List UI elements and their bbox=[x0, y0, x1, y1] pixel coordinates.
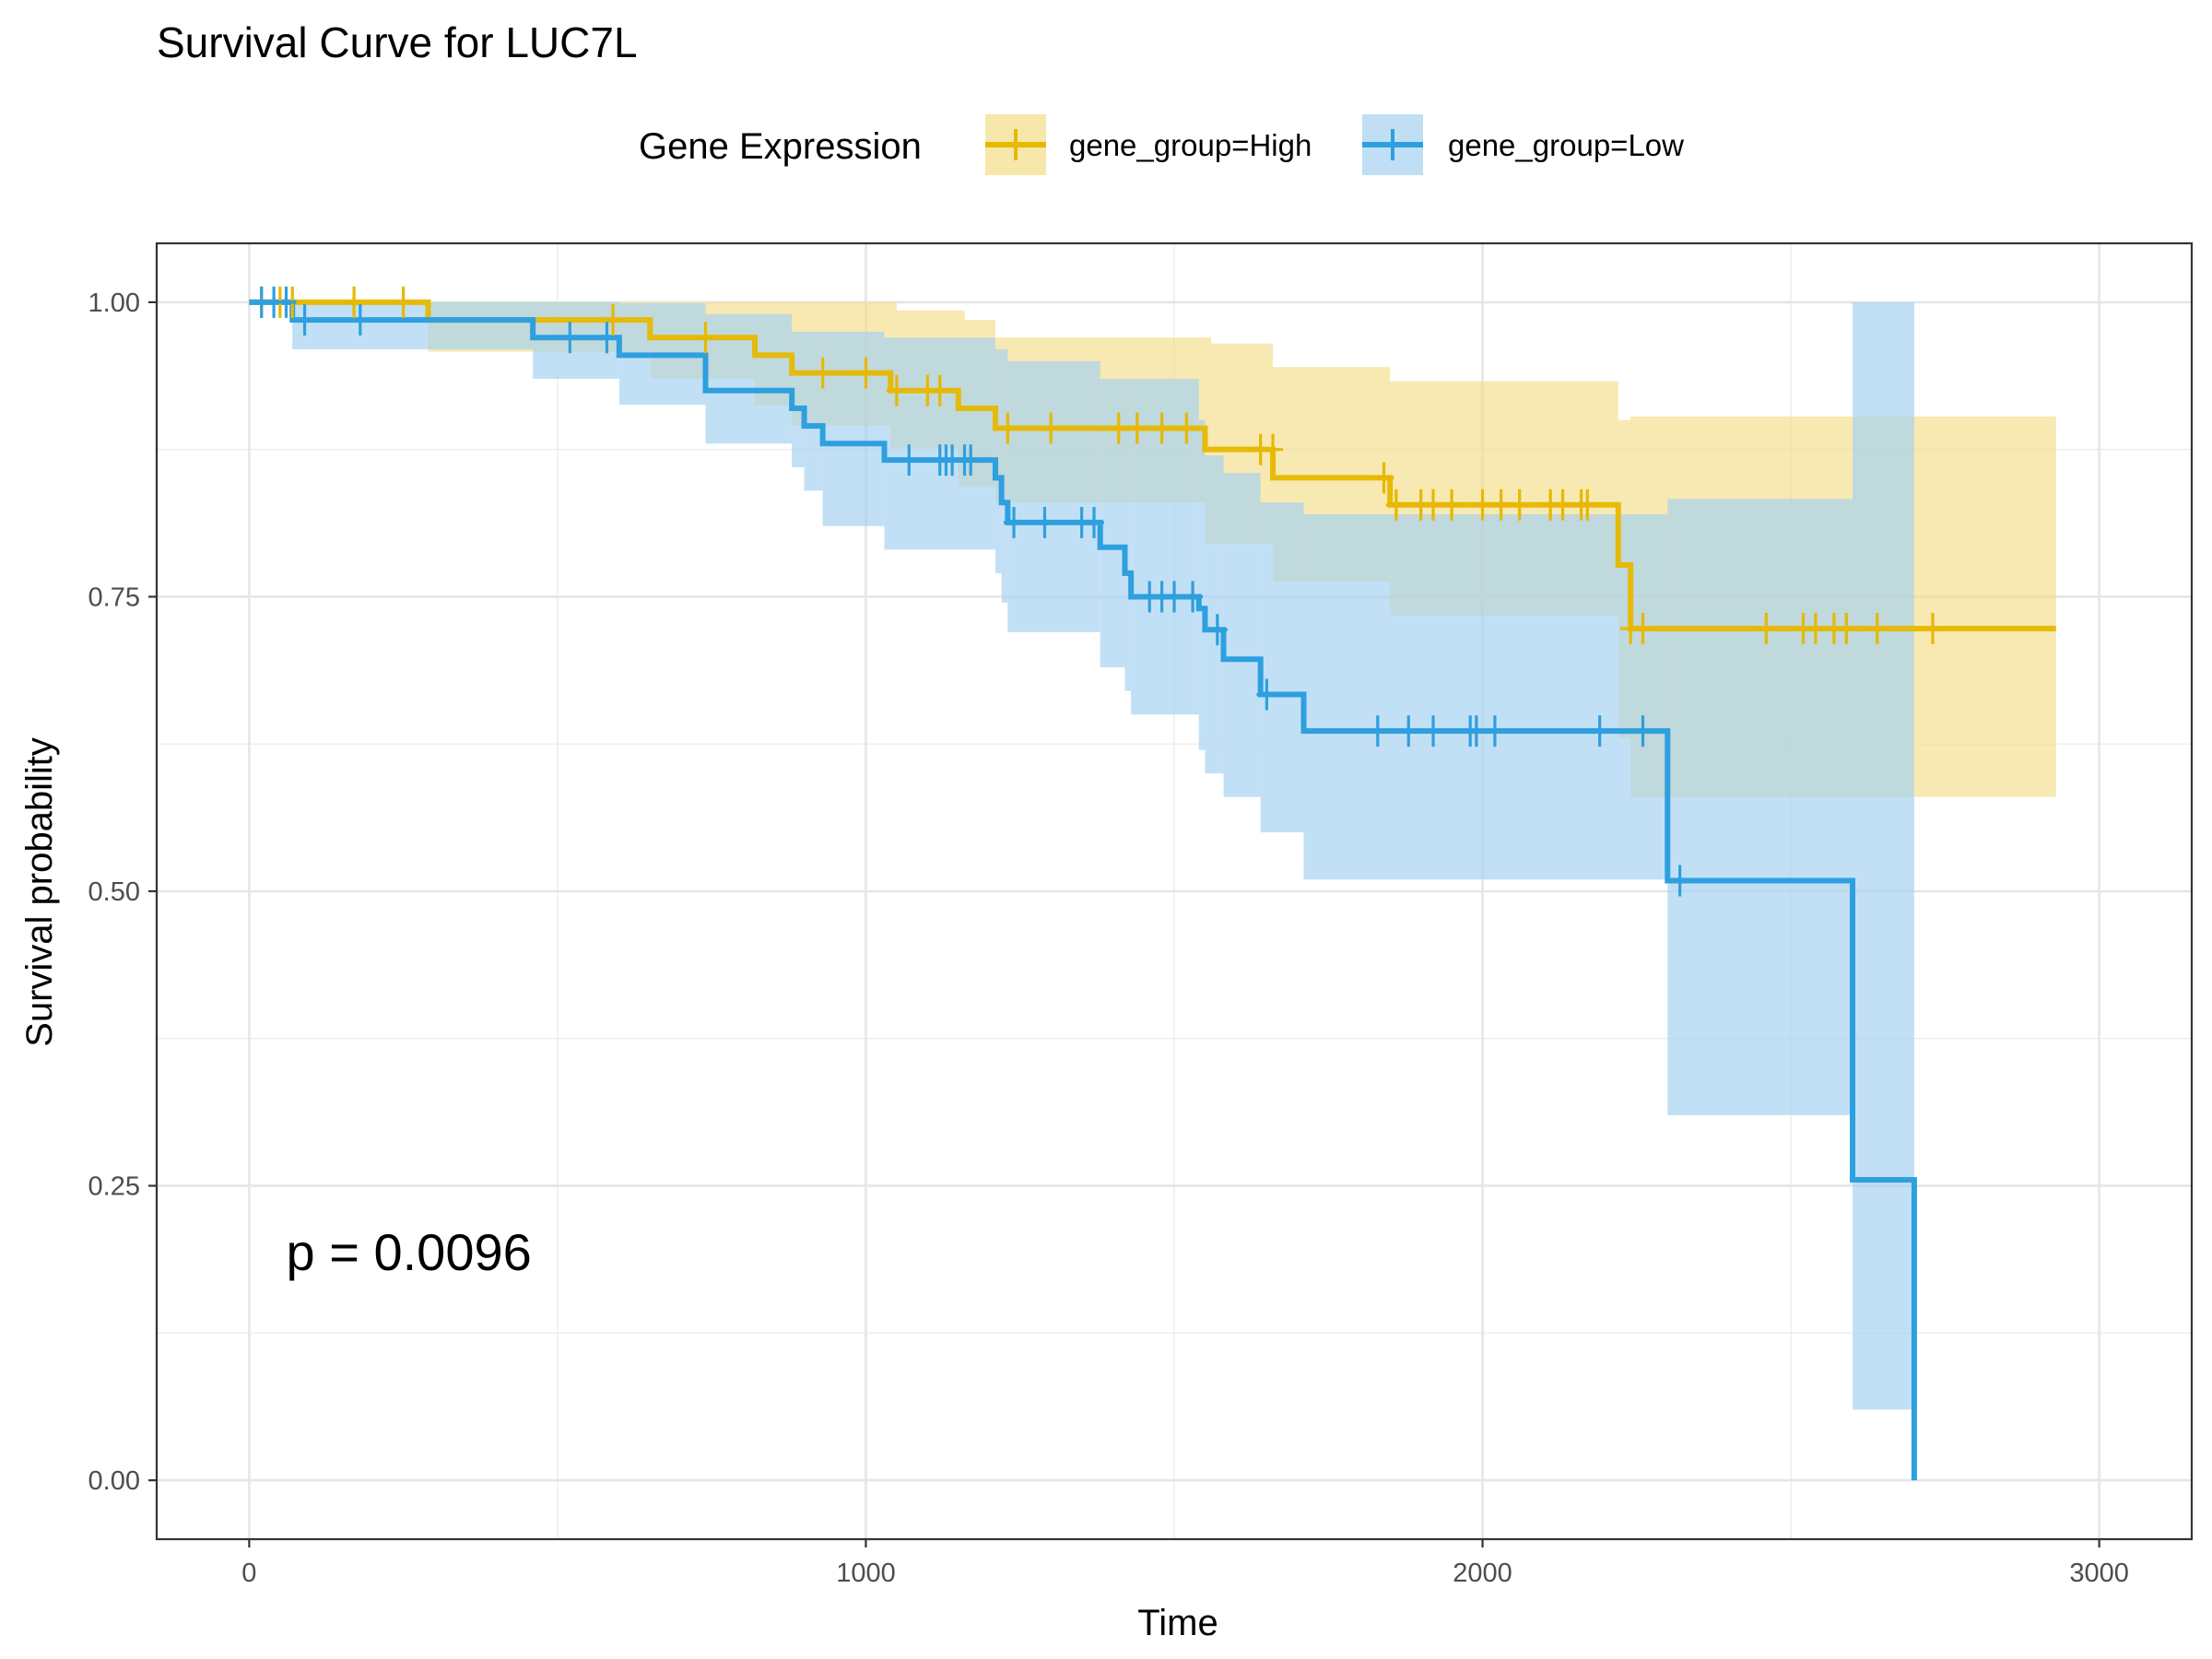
confidence-band-segment bbox=[885, 337, 995, 549]
y-tick-label: 0.25 bbox=[88, 1172, 140, 1202]
legend-label-high: gene_group=High bbox=[1069, 128, 1312, 162]
confidence-band-segment bbox=[1304, 514, 1668, 879]
confidence-band-segment bbox=[823, 332, 885, 526]
chart-title: Survival Curve for LUC7L bbox=[157, 18, 638, 66]
x-tick-label: 3000 bbox=[2069, 1559, 2129, 1588]
y-tick-label: 1.00 bbox=[88, 288, 140, 318]
y-tick-label: 0.00 bbox=[88, 1466, 140, 1496]
confidence-band-segment bbox=[1205, 455, 1223, 773]
x-axis-title: Time bbox=[1137, 1603, 1218, 1643]
confidence-band-segment bbox=[1667, 499, 1853, 1114]
confidence-band-segment bbox=[805, 332, 823, 491]
x-tick-label: 0 bbox=[241, 1559, 256, 1588]
legend-title: Gene Expression bbox=[639, 126, 922, 167]
y-tick-label: 0.75 bbox=[88, 582, 140, 612]
p-value-annotation: p = 0.0096 bbox=[287, 1223, 532, 1281]
confidence-band-segment bbox=[292, 302, 533, 349]
confidence-band-segment bbox=[1007, 361, 1100, 632]
x-tick-label: 2000 bbox=[1453, 1559, 1512, 1588]
x-tick-label: 1000 bbox=[836, 1559, 896, 1588]
y-axis-title: Survival probability bbox=[19, 737, 60, 1047]
legend-label-low: gene_group=Low bbox=[1448, 128, 1684, 162]
confidence-band-segment bbox=[1199, 420, 1206, 750]
confidence-band-segment bbox=[1224, 473, 1261, 797]
confidence-band-segment bbox=[1261, 502, 1304, 832]
confidence-band-segment bbox=[1853, 302, 1914, 1409]
y-tick-label: 0.50 bbox=[88, 877, 140, 907]
confidence-band-segment bbox=[705, 314, 792, 444]
